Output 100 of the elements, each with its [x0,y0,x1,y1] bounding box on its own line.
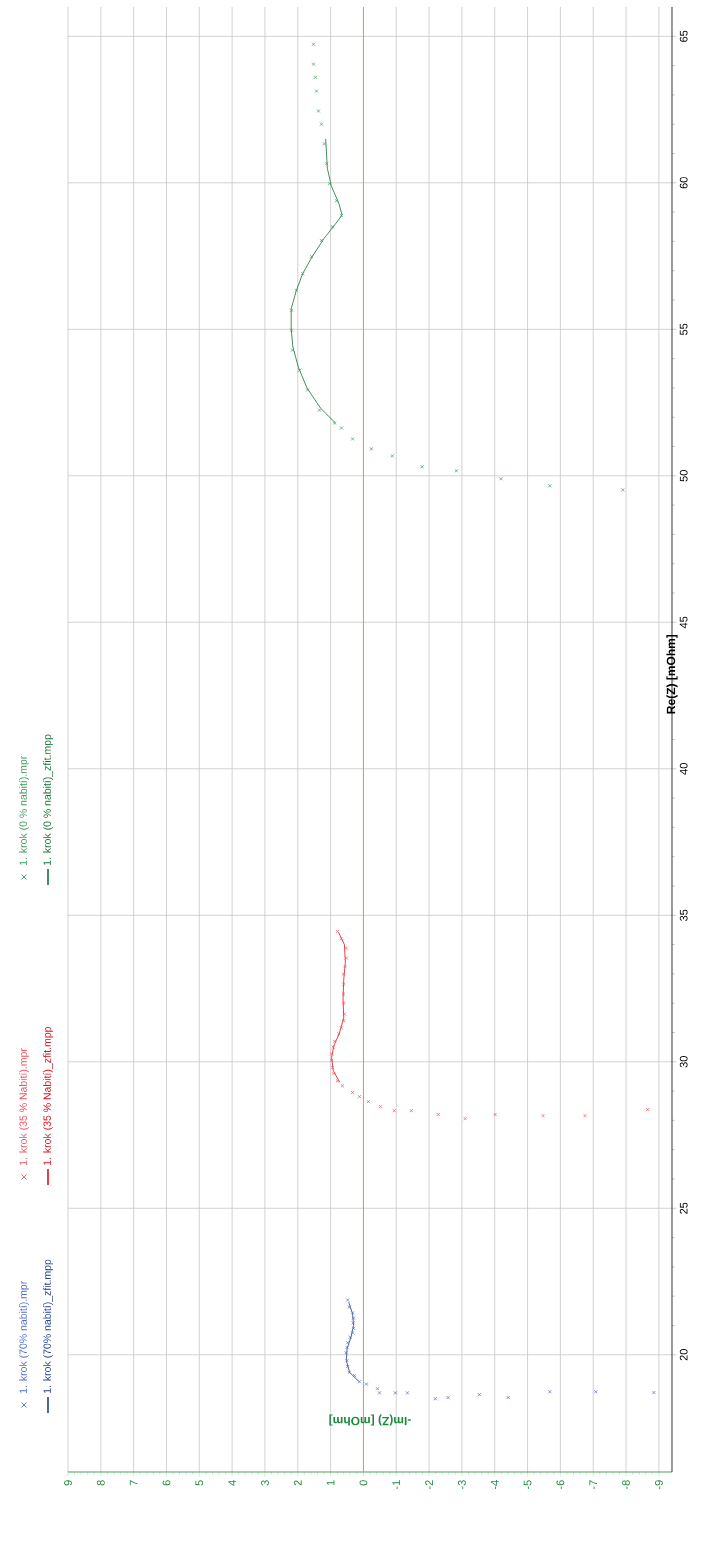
x-tick-label: 3 [261,1480,269,1486]
x-tick-label: 1 [326,1480,335,1486]
point [314,89,319,93]
point [446,1395,451,1400]
point [344,956,349,960]
point [341,1018,346,1023]
point [305,388,310,392]
x-tick-label: -2 [425,1480,433,1490]
point [347,1370,352,1375]
point [311,42,316,47]
x-tick-label: 2 [293,1480,302,1486]
point [317,408,322,413]
y-tick-label: 30 [679,1056,688,1068]
point [541,1113,545,1118]
point [454,468,459,473]
point [289,328,294,333]
text: 1. krok (70% nabití)_zfit.mpp [43,1259,53,1393]
point [583,1113,587,1118]
point [366,1099,371,1104]
point [341,972,346,977]
point [311,62,316,67]
x-axis-title: -Im(Z) [mOhm] [329,1414,411,1426]
point [378,1104,383,1109]
x-tick-label: 5 [195,1480,204,1486]
x-tick-label: -1 [392,1480,401,1490]
x-tick-label: -6 [556,1480,565,1490]
point [330,1065,335,1070]
point [343,964,347,969]
point [335,929,340,934]
point [331,1045,336,1050]
line-series [290,138,343,424]
x-tick-label: -4 [490,1480,499,1490]
point [345,1340,350,1345]
line-series [345,1301,359,1382]
y-tick-label: 50 [679,470,688,482]
point [316,109,321,113]
point [339,426,344,430]
text: 1. krok (35 % Nabití)_zfit.mpp [43,1026,53,1165]
y-tick-label: 35 [679,909,688,921]
point [345,1298,350,1302]
point [436,1112,441,1117]
point [352,1373,357,1378]
y-tick-label: 45 [679,616,688,629]
point [375,1386,380,1391]
x-tick-label: -3 [458,1480,466,1490]
point [313,75,318,80]
point [364,1382,369,1386]
point [345,1345,349,1350]
point [350,1090,355,1095]
point [369,446,374,451]
point [329,1051,334,1056]
y-tick-label: 40 [679,763,688,775]
point [341,992,346,997]
point [357,1379,362,1384]
y-tick-label: 65 [679,30,688,42]
point [463,1116,468,1121]
text: 1. krok (0 % nabití)_zfit.mpp [43,734,53,865]
x-tick-label: 8 [96,1480,105,1486]
line-series [331,932,346,1083]
x-tick-label: -8 [622,1480,630,1490]
x-tick-label: 9 [64,1480,72,1486]
x-tick-label: 7 [129,1480,138,1486]
point [331,1071,336,1076]
point [477,1392,482,1397]
point [433,1396,438,1401]
x-tick-label: -5 [523,1480,532,1490]
point [357,1094,362,1099]
x-tick-label: -7 [589,1480,597,1490]
point [499,476,503,481]
point [645,1107,650,1112]
y-tick-label: 25 [679,1202,688,1214]
y-tick-label: 55 [679,323,688,335]
point [345,1358,349,1363]
point [297,368,302,373]
point [405,1390,410,1395]
x-tick-label: 0 [359,1480,368,1486]
point [390,453,395,458]
point [345,1364,350,1369]
point [393,1390,398,1395]
point [335,1078,340,1083]
x-tick-label: 6 [162,1480,171,1486]
point [420,464,425,469]
point [409,1108,414,1113]
point [342,1012,347,1016]
point [332,1039,337,1044]
point [506,1395,511,1400]
point [620,487,625,492]
point [350,1330,355,1335]
point [339,213,344,218]
point [341,1001,346,1006]
point [327,181,332,186]
point [593,1389,598,1394]
x-tick-label: -9 [654,1480,663,1490]
point [392,1108,397,1113]
y-tick-label: 20 [679,1349,688,1361]
point [344,946,349,951]
point [336,1032,341,1036]
point [351,1316,356,1321]
text: 1. krok (0 % nabití).mpr [19,755,29,865]
point [347,1305,352,1309]
